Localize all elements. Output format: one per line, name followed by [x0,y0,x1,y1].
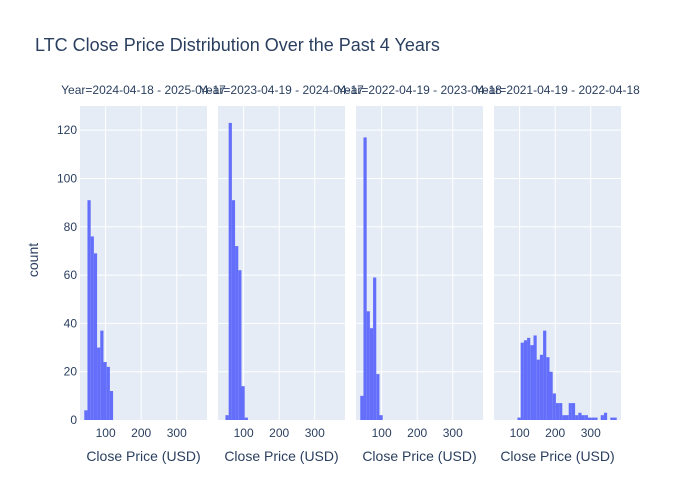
histogram-bar [225,415,229,420]
histogram-bar [241,386,245,420]
histogram-bar [562,415,566,420]
y-tick-label: 100 [57,171,77,185]
plot-area [356,106,483,420]
histogram-bar [581,415,585,420]
facet-title: Year=2022-04-19 - 2023-04-18 [337,83,502,97]
histogram-bar [379,415,383,420]
x-tick-label: 100 [234,426,254,440]
facet-title: Year=2021-04-19 - 2022-04-18 [475,83,640,97]
histogram-bar [523,340,528,420]
histogram-bar [575,415,579,420]
histogram-bar [549,371,553,420]
histogram-bar [228,122,232,421]
y-tick-label: 40 [64,316,78,330]
y-tick-label: 0 [70,413,77,427]
histogram-bar [546,357,550,420]
histogram-bar [84,410,88,420]
x-tick-label: 200 [131,426,151,440]
histogram-bar [109,391,114,420]
x-tick-label: 300 [305,426,325,440]
histogram-bar [587,417,592,420]
histogram-bar [244,417,248,420]
x-axis-label: Close Price (USD) [224,448,338,464]
x-axis-label: Close Price (USD) [86,448,200,464]
chart-title: LTC Close Price Distribution Over the Pa… [35,35,440,55]
x-tick-label: 100 [372,426,392,440]
y-tick-label: 120 [57,123,77,137]
histogram-bar [373,277,377,420]
facet-title: Year=2024-04-18 - 2025-04-17 [61,83,226,97]
histogram-bar [552,393,556,420]
facet-panel: 100 200 300 Year=2022-04-19 - 2023-04-18 Clo… [337,83,502,464]
histogram-bar [90,236,94,420]
facet-title: Year=2023-04-19 - 2024-04-17 [199,83,364,97]
histogram-bar [376,374,380,420]
x-tick-label: 300 [167,426,187,440]
histogram-bar [559,403,563,420]
histogram-bar [520,342,524,420]
facet-panel: 100 200 300 Year=2023-04-19 - 2024-04-17 Clo… [199,83,364,464]
histogram-bar [93,253,98,420]
histogram-bar [610,417,614,420]
histogram-bar [533,335,537,420]
y-tick-label: 60 [64,268,78,282]
x-axis-label: Close Price (USD) [362,448,476,464]
histogram-bar [360,395,364,420]
histogram-bar [369,328,374,420]
histogram-bar [530,345,534,420]
histogram-bar [231,200,236,420]
histogram-bar [600,415,604,420]
histogram-bar [613,417,617,420]
histogram-bar [527,337,531,420]
y-axis-label: count [25,243,41,277]
x-tick-label: 200 [269,426,289,440]
histogram-bar [536,359,540,420]
histogram-bar [591,417,595,420]
histogram-bar [100,330,104,420]
histogram-bar [87,200,91,420]
histogram-bar [106,366,110,420]
x-axis-label: Close Price (USD) [500,448,614,464]
histogram-bar [584,415,588,420]
histogram-bar [603,412,608,420]
x-tick-label: 200 [545,426,565,440]
histogram-bar [565,415,569,420]
histogram-bar [543,330,547,420]
histogram-bar [97,347,101,420]
histogram-bar [539,354,544,420]
y-tick-label: 20 [64,365,78,379]
histogram-bar [103,362,107,420]
histogram-bar [578,412,582,420]
histogram-bar [571,403,576,420]
histogram-bar [517,417,521,420]
y-tick-label: 80 [64,220,78,234]
histogram-bar [238,270,242,420]
x-tick-label: 300 [443,426,463,440]
histogram-bar [235,246,239,420]
facet-panel: 100 200 300 Year=2021-04-19 - 2022-04-18 Clo… [475,83,640,464]
x-tick-label: 200 [407,426,427,440]
histogram-bar [555,403,560,420]
x-tick-label: 300 [581,426,601,440]
x-tick-label: 100 [96,426,116,440]
plot-area [494,106,621,420]
histogram-bar [594,417,598,420]
histogram-bar [366,311,370,420]
histogram-bar [568,403,572,420]
x-tick-label: 100 [510,426,530,440]
histogram-bar [363,137,367,420]
